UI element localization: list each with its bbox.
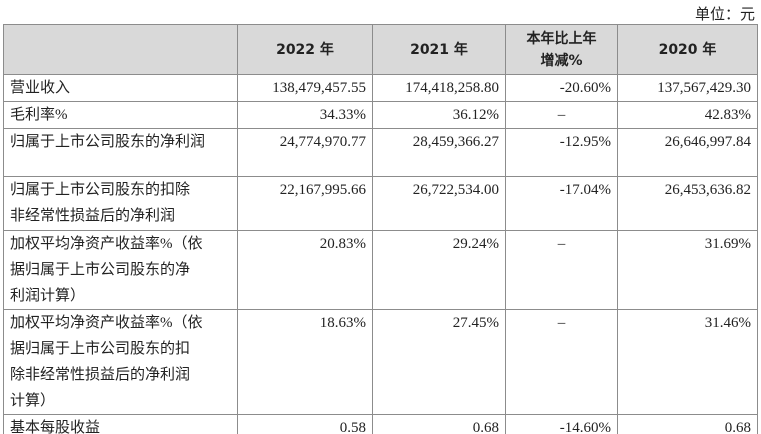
row-label: 毛利率% [3, 101, 238, 129]
value-cell: 22,167,995.66 [237, 176, 373, 231]
table-row: 加权平均净资产收益率%（依 据归属于上市公司股东的扣 除非经常性损益后的净利润 … [3, 309, 758, 415]
value-cell: 174,418,258.80 [372, 74, 506, 102]
financial-table: 2022 年 2021 年 本年比上年增减% 2020 年 营业收入 138,479,4… [3, 24, 758, 434]
value-cell: 29.24% [372, 230, 506, 310]
value-cell: 138,479,457.55 [237, 74, 373, 102]
value-cell: -14.60% [505, 414, 618, 434]
header-row: 2022 年 2021 年 本年比上年增减% 2020 年 [3, 24, 758, 75]
table-row: 营业收入 138,479,457.55 174,418,258.80 -20.60% 1… [3, 74, 758, 102]
value-cell: 34.33% [237, 101, 373, 129]
value-cell: 27.45% [372, 309, 506, 415]
row-label: 营业收入 [3, 74, 238, 102]
value-cell: 28,459,366.27 [372, 128, 506, 177]
value-cell: – [505, 309, 618, 415]
value-cell: -20.60% [505, 74, 618, 102]
row-label: 基本每股收益 [3, 414, 238, 434]
header-cell: 2022 年 [237, 24, 373, 75]
value-cell: 31.46% [617, 309, 758, 415]
table-row: 毛利率% 34.33% 36.12% –42.83% [3, 101, 758, 129]
header-text: 本年比上年增减% [526, 30, 597, 69]
value-cell: 26,646,997.84 [617, 128, 758, 177]
header-cell: 本年比上年增减% [505, 24, 618, 75]
value-cell: 0.68 [617, 414, 758, 434]
value-cell: 36.12% [372, 101, 506, 129]
value-cell: 31.69% [617, 230, 758, 310]
value-cell: 20.83% [237, 230, 373, 310]
value-cell: 18.63% [237, 309, 373, 415]
value-cell: 0.68 [372, 414, 506, 434]
value-cell: -12.95% [505, 128, 618, 177]
header-cell: 2021 年 [372, 24, 506, 75]
header-text: 2020 年 [658, 41, 717, 58]
row-label: 加权平均净资产收益率%（依 据归属于上市公司股东的净 利润计算） [3, 230, 238, 310]
value-cell: – [505, 230, 618, 310]
value-cell: -17.04% [505, 176, 618, 231]
value-cell: 137,567,429.30 [617, 74, 758, 102]
row-label: 归属于上市公司股东的净利润 [3, 128, 238, 177]
value-cell: 0.58 [237, 414, 373, 434]
value-cell: 24,774,970.77 [237, 128, 373, 177]
value-cell: 26,453,636.82 [617, 176, 758, 231]
row-label: 归属于上市公司股东的扣除 非经常性损益后的净利润 [3, 176, 238, 231]
table-row: 归属于上市公司股东的净利润 24,774,970.77 28,459,366.27-… [3, 128, 758, 177]
row-label: 加权平均净资产收益率%（依 据归属于上市公司股东的扣 除非经常性损益后的净利润 … [3, 309, 238, 415]
header-text: 2022 年 [276, 41, 334, 58]
value-cell: – [505, 101, 618, 129]
table-row: 基本每股收益 0.58 0.68 -14.60% 0.68 [3, 414, 758, 434]
header-text: 2021 年 [410, 41, 468, 58]
table-row: 加权平均净资产收益率%（依 据归属于上市公司股东的净 利润计算） 20.83% 29… [3, 230, 758, 310]
header-cell: 2020 年 [617, 24, 758, 75]
value-cell: 26,722,534.00 [372, 176, 506, 231]
header-cell [3, 24, 238, 75]
table-row: 归属于上市公司股东的扣除 非经常性损益后的净利润 22,167,995.66 26,… [3, 176, 758, 231]
value-cell: 42.83% [617, 101, 758, 129]
unit-label: 单位：元 [694, 7, 755, 23]
